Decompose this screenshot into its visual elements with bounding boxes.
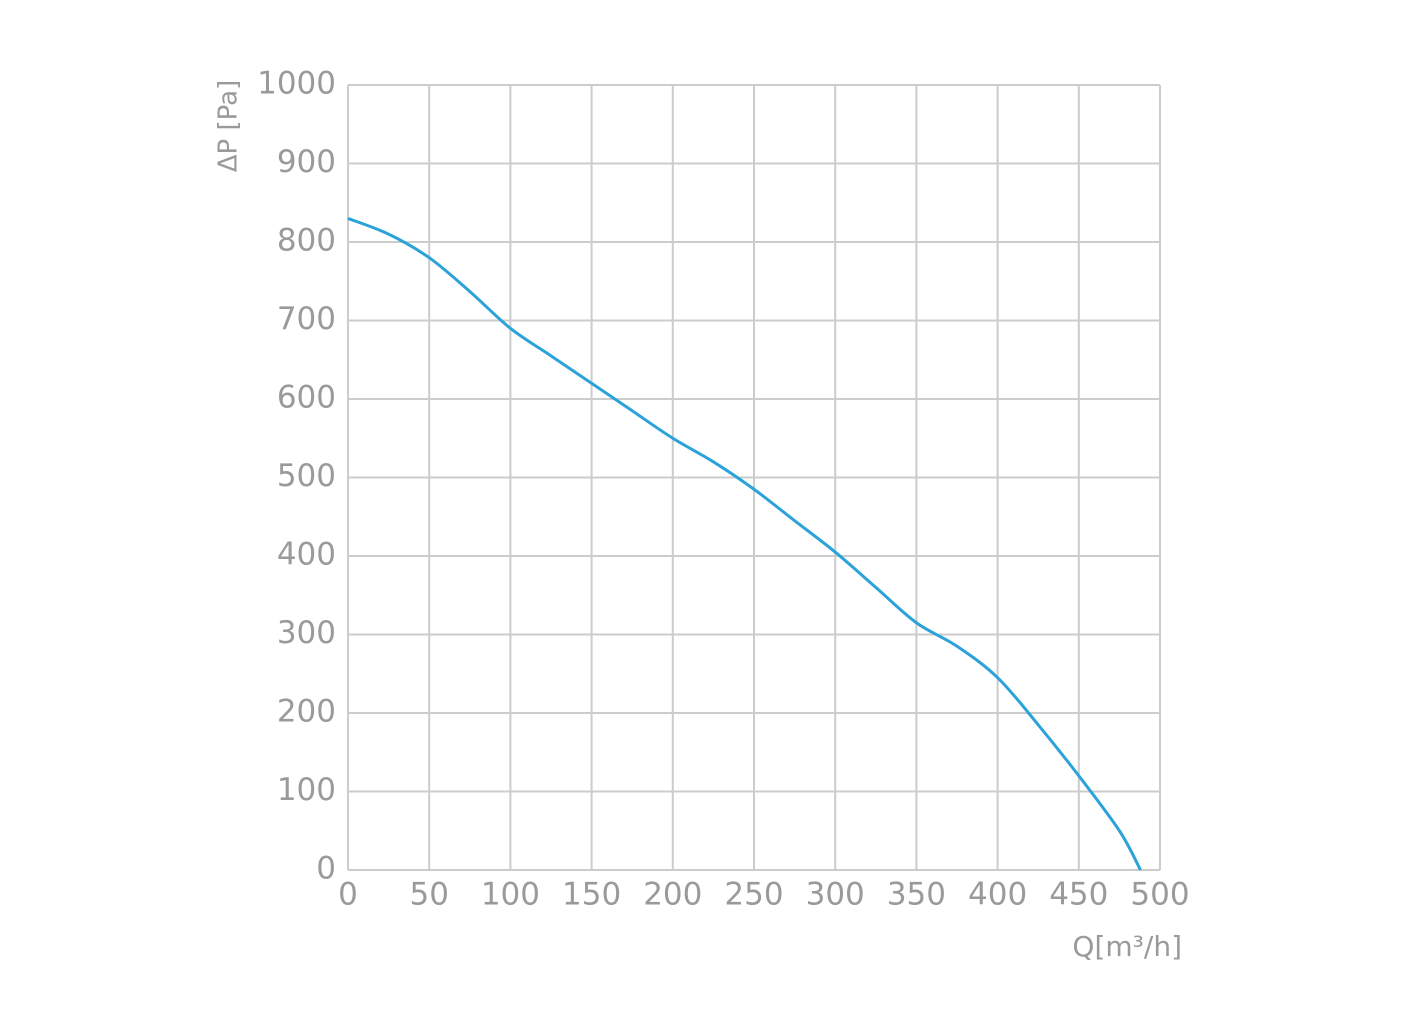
y-tick-label: 900 (277, 144, 336, 180)
x-tick-label: 300 (806, 877, 865, 913)
y-tick-label: 100 (277, 772, 336, 808)
x-tick-label: 200 (643, 877, 702, 913)
x-tick-label: 500 (1130, 877, 1189, 913)
data-line (347, 217, 1142, 871)
y-tick-label: 1000 (257, 66, 336, 102)
x-tick-label: 100 (481, 877, 540, 913)
x-tick-label: 50 (409, 877, 448, 913)
x-tick-label: 400 (968, 877, 1027, 913)
x-tick-label: 250 (724, 877, 783, 913)
y-tick-label: 700 (277, 301, 336, 337)
x-tick-label: 150 (562, 877, 621, 913)
x-tick-label: 450 (1049, 877, 1108, 913)
y-tick-label: 400 (277, 537, 336, 573)
y-tick-label: 0 (316, 851, 336, 887)
x-tick-label: 0 (338, 877, 358, 913)
y-tick-label: 300 (277, 615, 336, 651)
y-tick-label: 600 (277, 380, 336, 416)
y-tick-label: 500 (277, 458, 336, 494)
y-tick-label: 200 (277, 694, 336, 730)
x-tick-label: 350 (887, 877, 946, 913)
x-axis-label: Q[m³/h] (1072, 930, 1182, 963)
y-axis-label: ΔP [Pa] (214, 80, 244, 172)
y-tick-label: 800 (277, 223, 336, 259)
